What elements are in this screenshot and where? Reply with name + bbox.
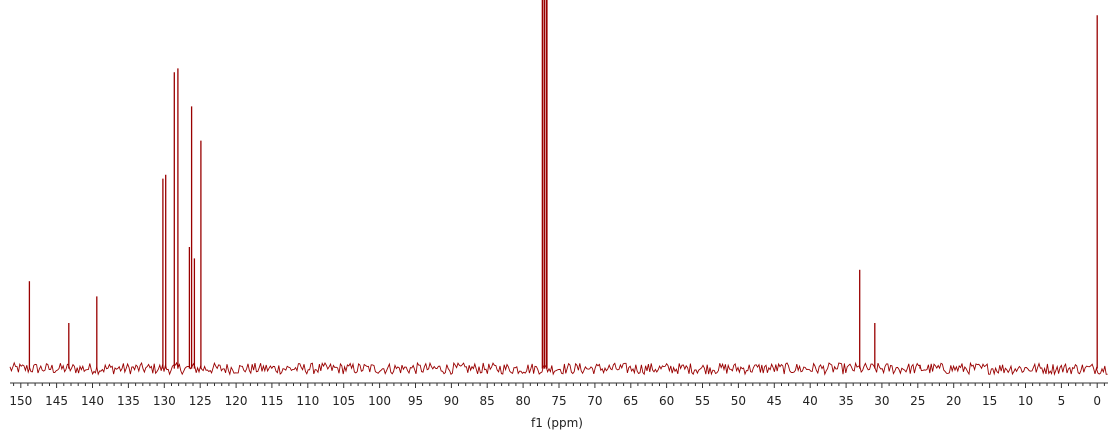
x-tick-label: 40 <box>803 394 818 408</box>
x-tick-label: 85 <box>480 394 495 408</box>
x-tick-label: 70 <box>587 394 602 408</box>
x-tick-label: 35 <box>838 394 853 408</box>
x-tick-label: 145 <box>45 394 68 408</box>
x-tick-label: 50 <box>731 394 746 408</box>
x-tick-label: 55 <box>695 394 710 408</box>
x-tick-label: 100 <box>368 394 391 408</box>
x-tick-label: 75 <box>551 394 566 408</box>
x-tick-label: 15 <box>982 394 997 408</box>
x-tick-label: 10 <box>1018 394 1033 408</box>
x-tick-label: 5 <box>1058 394 1066 408</box>
x-tick-label: 0 <box>1093 394 1101 408</box>
x-tick-label: 60 <box>659 394 674 408</box>
x-tick-label: 80 <box>515 394 530 408</box>
x-tick-label: 95 <box>408 394 423 408</box>
x-axis: 150 145 140 135 130 125 120 115 110 105 100 95 90 85 8… <box>9 382 1108 408</box>
x-tick-label: 25 <box>910 394 925 408</box>
x-tick-label: 65 <box>623 394 638 408</box>
plot-area <box>9 0 1108 376</box>
x-tick-label: 135 <box>117 394 140 408</box>
x-tick-label: 20 <box>946 394 961 408</box>
x-tick-label: 110 <box>296 394 319 408</box>
spectrum-baseline-trace <box>9 361 1108 376</box>
x-tick-label: 120 <box>225 394 248 408</box>
x-tick-label: 105 <box>332 394 355 408</box>
x-tick-label: 150 <box>9 394 32 408</box>
x-axis-title: f1 (ppm) <box>531 416 583 430</box>
x-tick-label: 115 <box>260 394 283 408</box>
x-tick-label: 140 <box>81 394 104 408</box>
x-tick-label: 30 <box>874 394 889 408</box>
x-tick-label: 125 <box>189 394 212 408</box>
x-tick-label: 130 <box>153 394 176 408</box>
x-tick-label: 45 <box>767 394 782 408</box>
x-tick-label: 90 <box>444 394 459 408</box>
